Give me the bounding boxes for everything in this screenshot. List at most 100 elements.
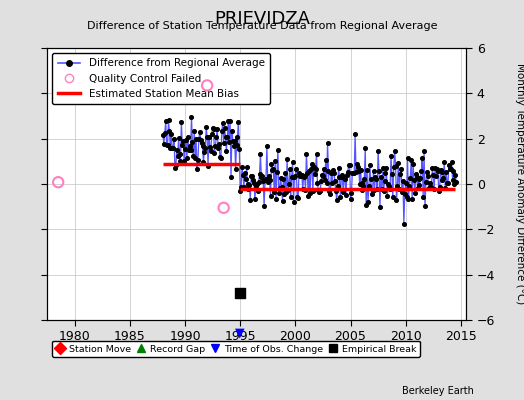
- Point: [351, 131, 359, 137]
- Point: [294, 194, 302, 201]
- Point: [254, 188, 262, 194]
- Point: [308, 161, 316, 167]
- Point: [321, 176, 329, 183]
- Point: [370, 186, 379, 193]
- Point: [246, 196, 255, 203]
- Point: [391, 162, 400, 169]
- Point: [273, 169, 281, 175]
- Point: [375, 168, 383, 174]
- Point: [259, 178, 267, 184]
- Point: [339, 189, 347, 195]
- Point: [238, 164, 246, 170]
- Point: [315, 189, 323, 195]
- Point: [292, 166, 300, 172]
- Point: [168, 145, 177, 151]
- Point: [285, 181, 293, 188]
- Point: [223, 134, 232, 140]
- Point: [401, 180, 410, 186]
- Text: Berkeley Earth: Berkeley Earth: [402, 386, 474, 396]
- Point: [344, 169, 352, 175]
- Point: [423, 169, 431, 175]
- Point: [360, 176, 368, 182]
- Point: [322, 180, 331, 187]
- Point: [420, 148, 428, 154]
- Point: [243, 186, 252, 192]
- Point: [402, 194, 411, 200]
- Point: [403, 154, 412, 161]
- Point: [247, 172, 255, 179]
- Point: [433, 166, 441, 172]
- Point: [382, 165, 390, 171]
- Point: [374, 148, 383, 154]
- Point: [226, 117, 234, 124]
- Point: [188, 139, 196, 145]
- Point: [404, 196, 412, 202]
- Point: [390, 148, 399, 154]
- Point: [202, 124, 211, 131]
- Point: [283, 156, 291, 162]
- Point: [434, 188, 443, 194]
- Point: [421, 203, 429, 210]
- Point: [410, 176, 418, 183]
- Point: [216, 154, 224, 160]
- Point: [262, 176, 270, 182]
- Point: [439, 175, 447, 182]
- Point: [309, 188, 317, 194]
- Point: [338, 171, 346, 178]
- Point: [236, 290, 244, 296]
- Point: [217, 128, 226, 134]
- Point: [193, 165, 201, 172]
- Point: [203, 134, 211, 140]
- Point: [414, 176, 423, 182]
- Point: [449, 167, 457, 174]
- Point: [307, 166, 315, 172]
- Point: [276, 184, 284, 191]
- Point: [239, 172, 247, 178]
- Point: [399, 178, 407, 184]
- Point: [445, 162, 453, 168]
- Point: [441, 185, 450, 191]
- Point: [249, 176, 257, 183]
- Point: [171, 165, 179, 171]
- Point: [432, 172, 440, 179]
- Point: [187, 114, 195, 120]
- Point: [270, 189, 278, 195]
- Point: [352, 169, 360, 175]
- Point: [212, 134, 221, 140]
- Point: [429, 172, 438, 178]
- Point: [447, 159, 456, 165]
- Point: [408, 196, 416, 202]
- Point: [428, 165, 436, 172]
- Point: [220, 140, 228, 146]
- Point: [366, 162, 374, 168]
- Point: [333, 183, 342, 189]
- Point: [358, 180, 367, 186]
- Point: [342, 192, 350, 198]
- Point: [297, 173, 305, 180]
- Point: [236, 188, 244, 194]
- Point: [323, 140, 332, 146]
- Point: [320, 165, 328, 172]
- Point: [277, 175, 285, 182]
- Point: [269, 166, 278, 172]
- Point: [163, 142, 172, 148]
- Point: [435, 184, 444, 191]
- Point: [196, 136, 205, 143]
- Point: [446, 166, 455, 172]
- Point: [355, 181, 364, 187]
- Point: [346, 195, 355, 202]
- Point: [381, 170, 390, 176]
- Point: [416, 182, 424, 188]
- Point: [206, 148, 215, 154]
- Point: [258, 173, 267, 180]
- Point: [332, 188, 340, 194]
- Legend: Difference from Regional Average, Quality Control Failed, Estimated Station Mean: Difference from Regional Average, Qualit…: [52, 53, 270, 104]
- Point: [397, 166, 405, 172]
- Point: [261, 177, 269, 183]
- Point: [327, 170, 335, 176]
- Point: [416, 175, 424, 182]
- Point: [326, 191, 334, 198]
- Point: [266, 177, 274, 184]
- Point: [356, 166, 365, 173]
- Point: [245, 182, 254, 188]
